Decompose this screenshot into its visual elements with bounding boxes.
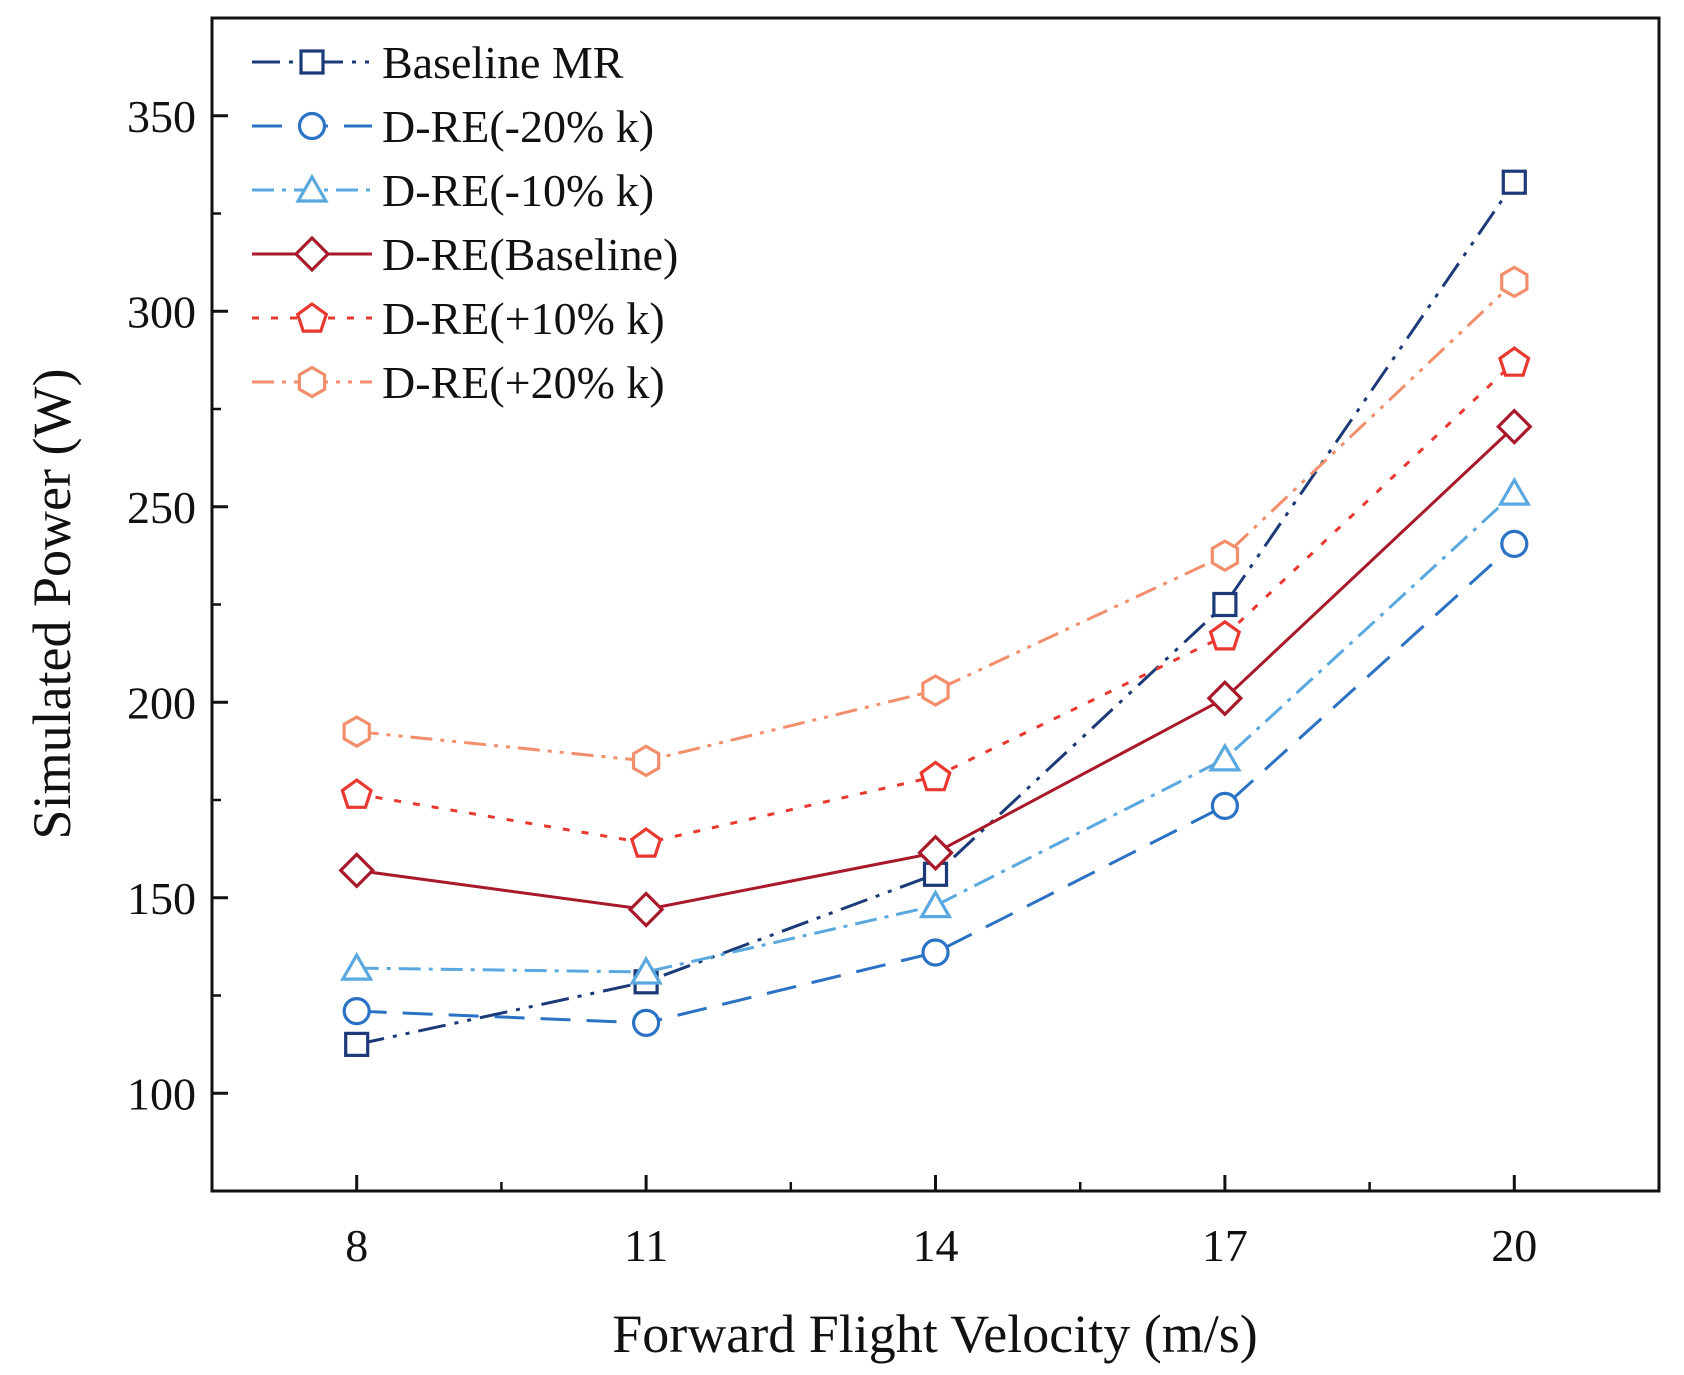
legend: Baseline MR D-RE(-20% k) D-RE(-10% k) D-RE(… (252, 37, 678, 408)
legend-label: D-RE(+20% k) (382, 357, 665, 408)
legend-swatch-marker (295, 302, 329, 333)
legend-swatch-marker (297, 365, 327, 399)
data-point (629, 827, 663, 858)
data-point (1500, 529, 1529, 558)
legend-swatch-marker (299, 49, 325, 75)
x-tick-label: 8 (345, 1220, 368, 1271)
data-point (921, 674, 950, 707)
legend-swatch-marker (295, 173, 329, 203)
series-line (356, 491, 1516, 974)
legend-item: D-RE(+10% k) (252, 293, 665, 344)
data-point (629, 955, 663, 985)
data-point (631, 1008, 661, 1037)
y-tick-label: 350 (127, 91, 196, 142)
legend-label: D-RE(-10% k) (382, 165, 654, 216)
data-point (917, 834, 954, 872)
series-layer (338, 169, 1533, 1057)
data-point (1497, 476, 1531, 506)
legend-item: D-RE(-10% k) (252, 165, 654, 216)
y-tick-label: 200 (127, 677, 196, 728)
data-point (342, 715, 371, 748)
data-point (1212, 591, 1238, 618)
series-6 (342, 265, 1529, 778)
data-point (918, 889, 953, 919)
x-tick-label: 17 (1202, 1220, 1248, 1271)
legend-item: D-RE(-20% k) (252, 101, 654, 152)
data-point (631, 744, 661, 778)
data-point (340, 951, 374, 981)
data-point (1208, 742, 1242, 772)
data-point (1496, 408, 1533, 445)
y-axis: 100 150 200 250 300 350 (127, 91, 228, 1119)
legend-item: Baseline MR (252, 37, 624, 88)
legend-swatch-marker (293, 235, 331, 273)
data-point (919, 760, 952, 792)
data-point (921, 938, 950, 967)
x-tick-label: 20 (1491, 1220, 1537, 1271)
data-point (1500, 265, 1529, 299)
data-point (1210, 791, 1240, 820)
y-tick-label: 250 (127, 482, 196, 533)
data-point (1501, 169, 1527, 195)
series-2 (342, 529, 1529, 1037)
legend-item: D-RE(Baseline) (252, 229, 678, 280)
y-tick-label: 150 (127, 873, 196, 924)
x-axis-title: Forward Flight Velocity (m/s) (612, 1304, 1257, 1364)
x-tick-label: 11 (624, 1220, 668, 1271)
data-point (1210, 539, 1240, 572)
data-point (1208, 619, 1242, 651)
y-tick-label: 300 (127, 286, 196, 337)
series-line (356, 542, 1516, 1025)
series-5 (340, 346, 1531, 858)
data-point (338, 852, 375, 889)
series-3 (340, 476, 1531, 985)
y-tick-label: 100 (127, 1068, 196, 1119)
data-point (1498, 346, 1531, 377)
y-axis-title: Simulated Power (W) (22, 369, 82, 840)
x-tick-label: 14 (913, 1220, 959, 1271)
data-point (340, 778, 373, 809)
series-line (356, 280, 1516, 763)
legend-label: D-RE(Baseline) (382, 229, 678, 280)
data-point (342, 997, 371, 1026)
data-point (1206, 680, 1244, 717)
data-point (627, 891, 665, 928)
legend-item: D-RE(+20% k) (252, 357, 665, 408)
data-point (344, 1031, 370, 1057)
legend-swatch-marker (297, 111, 327, 141)
legend-label: D-RE(-20% k) (382, 101, 654, 152)
series-4 (338, 408, 1533, 928)
legend-label: D-RE(+10% k) (382, 293, 665, 344)
x-axis: 8 11 14 17 20 (345, 1175, 1537, 1271)
legend-label: Baseline MR (382, 37, 624, 88)
